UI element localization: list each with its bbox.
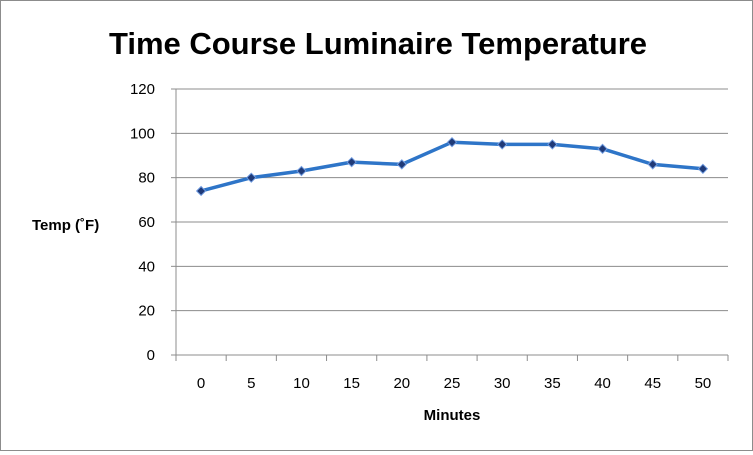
y-tick-label: 80 xyxy=(138,170,155,187)
y-tick-label: 120 xyxy=(130,81,155,98)
y-tick-label: 40 xyxy=(138,258,155,275)
chart-title: Time Course Luminaire Temperature xyxy=(109,26,647,61)
data-point-marker xyxy=(697,163,709,175)
y-tick-label: 0 xyxy=(147,347,155,364)
series-line xyxy=(200,140,704,193)
y-tick-label: 20 xyxy=(138,303,155,320)
x-axis-label: Minutes xyxy=(424,407,481,424)
data-point-marker xyxy=(446,136,458,148)
x-tick-label: 40 xyxy=(594,375,611,392)
x-tick-label: 30 xyxy=(494,375,511,392)
x-tick-label: 35 xyxy=(544,375,561,392)
data-point-marker xyxy=(246,172,257,183)
x-tick-label: 10 xyxy=(293,375,310,392)
data-point-marker xyxy=(647,159,658,170)
y-axis-ticks: 0 20 40 60 80 100 120 xyxy=(130,81,176,364)
data-point-marker xyxy=(496,139,508,150)
data-point-marker xyxy=(195,185,207,197)
x-tick-label: 0 xyxy=(197,375,205,392)
data-point-marker xyxy=(296,165,307,177)
x-tick-label: 45 xyxy=(644,375,661,392)
y-axis-label: Temp (˚F) xyxy=(32,217,99,234)
y-tick-label: 60 xyxy=(138,214,155,231)
x-axis-ticks: 0 5 10 15 20 25 30 35 40 45 50 xyxy=(175,355,729,392)
x-tick-label: 5 xyxy=(247,375,255,392)
gridlines xyxy=(176,88,728,356)
series-group xyxy=(195,136,709,197)
x-tick-label: 20 xyxy=(393,375,410,392)
x-tick-label: 50 xyxy=(695,375,712,392)
data-point-marker xyxy=(547,139,558,150)
y-tick-label: 100 xyxy=(130,125,155,142)
x-axis xyxy=(175,89,728,356)
data-point-marker xyxy=(597,143,608,155)
x-tick-label: 15 xyxy=(343,375,360,392)
data-point-marker xyxy=(396,159,408,170)
x-tick-label: 25 xyxy=(444,375,461,392)
data-point-marker xyxy=(346,156,357,168)
